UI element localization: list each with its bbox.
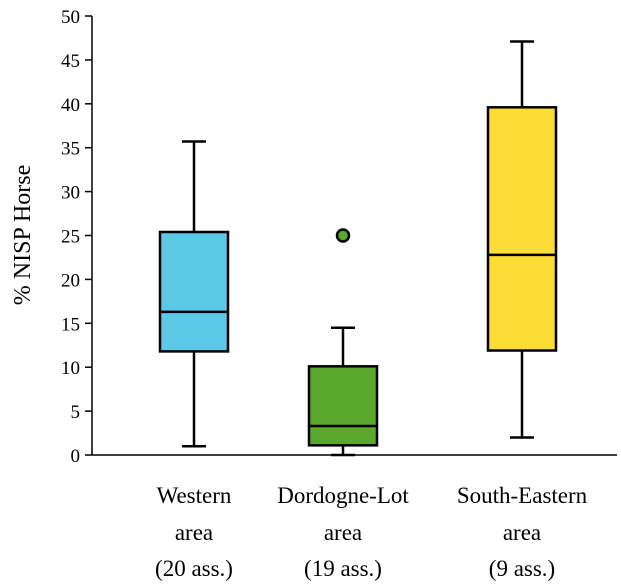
iqr-box bbox=[307, 365, 379, 447]
box-group bbox=[158, 140, 230, 448]
y-tick-label: 0 bbox=[71, 446, 81, 467]
outlier-point bbox=[335, 228, 351, 243]
box-group bbox=[307, 228, 379, 457]
category-label-line: area bbox=[324, 520, 362, 545]
y-axis: 0 5 10 15 20 25 30 35 40 45 50 bbox=[61, 7, 93, 467]
category-label-line: (20 ass.) bbox=[155, 556, 233, 581]
iqr-box bbox=[486, 106, 558, 352]
y-tick-label: 35 bbox=[61, 139, 80, 160]
category-label-line: (9 ass.) bbox=[489, 556, 555, 581]
y-tick-label: 10 bbox=[61, 358, 80, 379]
y-tick-label: 20 bbox=[61, 270, 80, 291]
y-tick-label: 30 bbox=[61, 183, 80, 204]
category-label-line: area bbox=[503, 520, 541, 545]
y-tick-label: 50 bbox=[61, 7, 80, 28]
iqr-box bbox=[158, 230, 230, 353]
box-series bbox=[158, 40, 558, 457]
y-tick-label: 45 bbox=[61, 51, 80, 72]
category-label: Western area (20 ass.) bbox=[155, 483, 233, 581]
y-tick-label: 25 bbox=[61, 227, 80, 248]
category-label-line: South-Eastern bbox=[457, 483, 588, 508]
category-label-line: (19 ass.) bbox=[304, 556, 382, 581]
y-tick-label: 40 bbox=[61, 95, 80, 116]
y-axis-title: % NISP Horse bbox=[10, 165, 36, 305]
box-group bbox=[486, 40, 558, 439]
category-label: Dordogne-Lot area (19 ass.) bbox=[277, 483, 409, 581]
y-tick-label: 5 bbox=[71, 402, 81, 423]
category-label-line: Dordogne-Lot bbox=[277, 483, 409, 508]
category-label-line: area bbox=[175, 520, 213, 545]
category-label-line: Western bbox=[157, 483, 232, 508]
category-label: South-Eastern area (9 ass.) bbox=[457, 483, 588, 581]
category-labels: Western area (20 ass.) Dordogne-Lot area (19 … bbox=[155, 483, 588, 581]
y-tick-label: 15 bbox=[61, 314, 80, 335]
